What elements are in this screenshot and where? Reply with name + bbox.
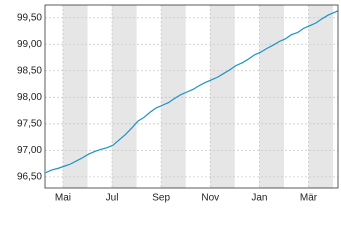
shade-band	[308, 5, 334, 188]
price-line	[45, 10, 339, 174]
x-tick-label: Nov	[201, 193, 219, 204]
y-tick-label: 98,00	[17, 92, 42, 103]
shade-band	[62, 5, 88, 188]
y-tick-label: 98,50	[17, 65, 42, 76]
grid	[45, 5, 338, 188]
plot	[45, 10, 339, 174]
plot-frame	[44, 4, 339, 189]
chart: Mai Jul Sep Nov Jan Mär 96,50 97,00 97,50 98,00 98…	[17, 4, 339, 204]
y-tick-label: 97,00	[17, 145, 42, 156]
bands	[62, 5, 334, 188]
shade-band	[112, 5, 137, 188]
labels: Mai Jul Sep Nov Jan Mär 96,50 97,00 97,50 98,00 98…	[17, 12, 318, 203]
x-tick-label: Jan	[251, 193, 267, 204]
y-tick-label: 99,50	[17, 12, 42, 23]
y-tick-label: 96,50	[17, 172, 42, 183]
y-tick-label: 99,00	[17, 39, 42, 50]
x-tick-label: Jul	[106, 193, 119, 204]
shade-band	[259, 5, 284, 188]
x-tick-label: Mai	[55, 193, 71, 204]
y-tick-label: 97,50	[17, 118, 42, 129]
shade-band	[161, 5, 186, 188]
shade-band	[210, 5, 235, 188]
x-tick-label: Sep	[152, 193, 170, 204]
x-tick-label: Mär	[300, 193, 318, 204]
